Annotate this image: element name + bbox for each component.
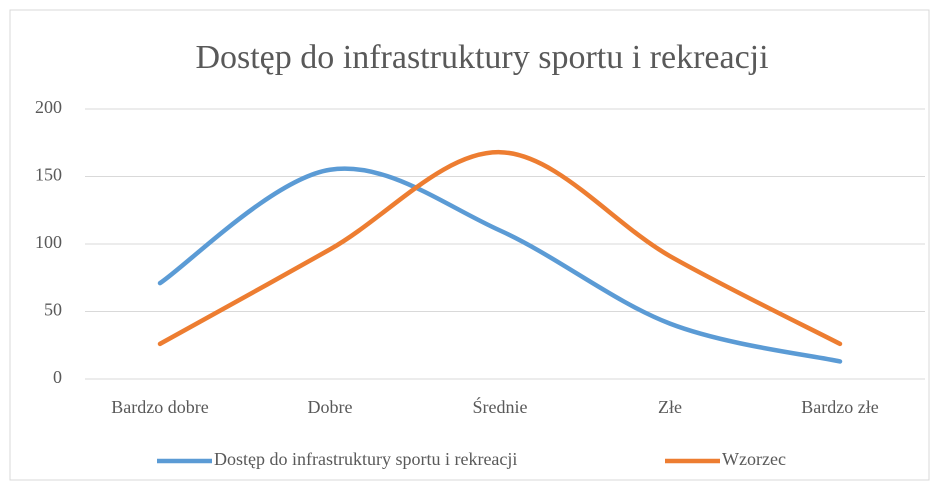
y-tick-label: 150 — [35, 165, 62, 185]
legend-label: Wzorzec — [722, 449, 786, 469]
x-tick-label: Średnie — [473, 396, 528, 417]
legend-label: Dostęp do infrastruktury sportu i rekrea… — [214, 449, 517, 469]
chart-border — [9, 9, 930, 481]
y-tick-label: 200 — [35, 97, 62, 117]
y-tick-label: 0 — [53, 367, 62, 387]
line-series — [157, 149, 843, 347]
x-tick-label: Dobre — [308, 397, 353, 417]
line-series — [157, 166, 843, 364]
x-tick-label: Bardzo dobre — [111, 397, 208, 417]
y-tick-label: 100 — [35, 232, 62, 252]
x-tick-label: Złe — [658, 397, 682, 417]
y-tick-label: 50 — [44, 300, 62, 320]
x-tick-label: Bardzo złe — [801, 397, 878, 417]
chart-title: Dostęp do infrastruktury sportu i rekrea… — [195, 39, 768, 76]
